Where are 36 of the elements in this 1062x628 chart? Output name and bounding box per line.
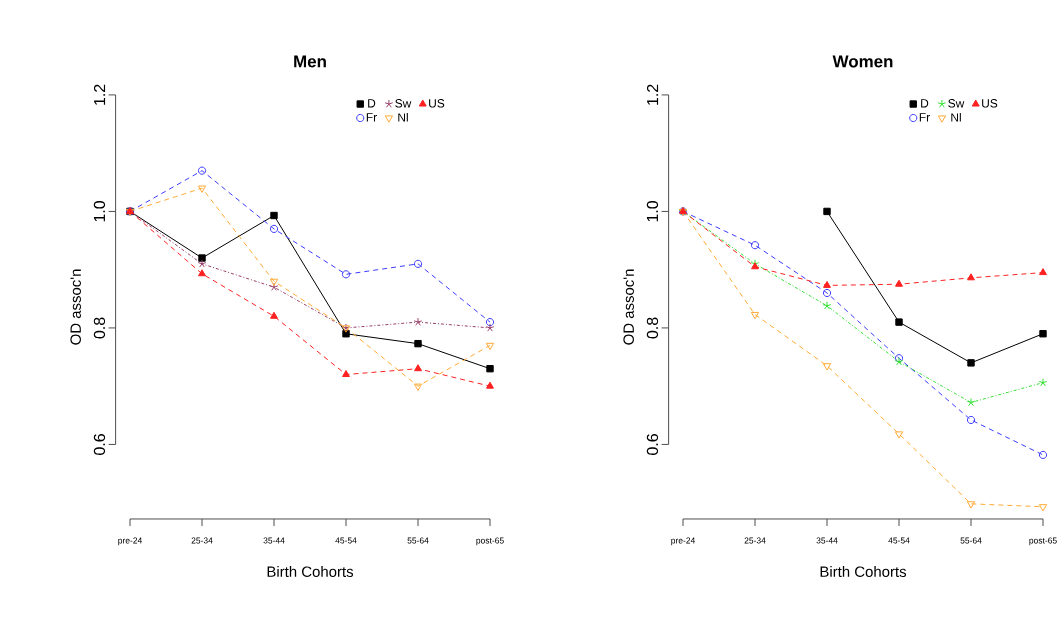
x-tick-label: 25-34 bbox=[744, 537, 766, 544]
x-tick-label: 25-34 bbox=[191, 537, 213, 544]
x-tick-label: 55-64 bbox=[407, 537, 429, 544]
y-tick-label: 1.2 bbox=[646, 84, 659, 105]
y-tick-label: 0.6 bbox=[93, 434, 106, 455]
y-tick-label: 0.8 bbox=[646, 317, 659, 339]
y-tick-label: 0.6 bbox=[646, 434, 659, 455]
y-axis-title: OD assoc'n bbox=[623, 269, 634, 345]
y-tick-label: 0.8 bbox=[93, 317, 106, 339]
y-tick-label: 1.0 bbox=[646, 200, 659, 222]
legend-label: D bbox=[368, 99, 376, 108]
y-tick-label: 1.0 bbox=[93, 200, 106, 222]
legend-label: Fr bbox=[919, 113, 930, 122]
legend-label: US bbox=[429, 99, 445, 108]
x-axis-title: Birth Cohorts bbox=[820, 566, 907, 577]
x-tick-label: pre-24 bbox=[671, 537, 696, 546]
y-tick-label: 1.2 bbox=[93, 84, 106, 105]
x-tick-label: 35-44 bbox=[263, 537, 285, 544]
x-tick-label: 45-54 bbox=[888, 537, 910, 544]
x-tick-label: 35-44 bbox=[816, 537, 838, 544]
legend-label: Nl bbox=[951, 112, 961, 122]
legend-label: D bbox=[921, 99, 929, 108]
y-axis-title: OD assoc'n bbox=[70, 269, 81, 345]
x-tick-label: pre-24 bbox=[118, 537, 142, 546]
chart-title: Men bbox=[294, 55, 326, 68]
chart-title: Women bbox=[832, 55, 893, 68]
x-tick-label: 45-54 bbox=[335, 537, 357, 544]
x-tick-label: post-65 bbox=[476, 537, 504, 546]
legend-label: Fr bbox=[366, 113, 377, 122]
legend-label: US bbox=[982, 99, 998, 108]
x-axis-title: Birth Cohorts bbox=[267, 566, 354, 577]
legend-label: Nl bbox=[398, 112, 408, 122]
legend-label: Sw bbox=[948, 99, 965, 108]
legend-label: Sw bbox=[395, 99, 412, 108]
x-tick-label: post-65 bbox=[1029, 537, 1057, 546]
x-tick-label: 55-64 bbox=[960, 537, 982, 544]
